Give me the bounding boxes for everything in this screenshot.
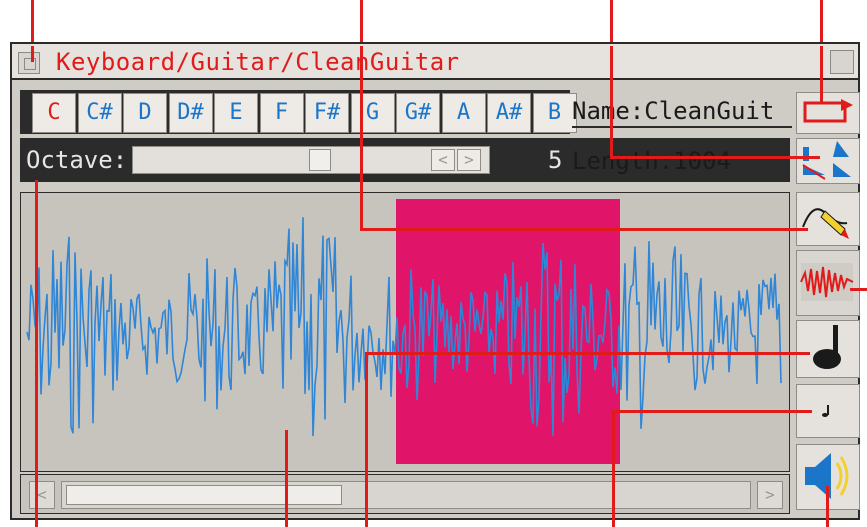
- quarter-note-icon: [813, 325, 841, 369]
- octave-value: 5: [548, 146, 563, 174]
- close-window-icon[interactable]: [18, 52, 40, 74]
- note-button-d-sharp[interactable]: D#: [168, 93, 213, 133]
- note-button-e[interactable]: E: [214, 93, 258, 133]
- loop-arrow-icon: [803, 99, 853, 123]
- callout-line-3h: [610, 156, 820, 159]
- note-button-g[interactable]: G: [350, 93, 395, 133]
- callout-line-1-top: [31, 0, 34, 48]
- toggle-size-icon[interactable]: [830, 50, 854, 74]
- callout-line-3: [610, 46, 613, 158]
- callout-line-7: [365, 352, 368, 520]
- note-selector: C C# D D# E F F# G G# A A# B: [20, 90, 577, 134]
- scroll-left-button[interactable]: <: [29, 481, 55, 509]
- callout-line-1: [31, 46, 34, 62]
- callout-line-8: [612, 410, 615, 520]
- octave-slider[interactable]: < >: [132, 146, 490, 174]
- callout-line-9-bottom: [826, 520, 829, 527]
- scroll-right-button[interactable]: >: [757, 481, 783, 509]
- note-button-g-sharp[interactable]: G#: [396, 93, 440, 133]
- callout-line-4: [820, 46, 823, 104]
- scroll-thumb[interactable]: [66, 485, 342, 505]
- scroll-track[interactable]: [61, 481, 751, 509]
- note-button-d[interactable]: D: [123, 93, 167, 133]
- waveform-view-button[interactable]: [796, 250, 860, 316]
- pencil-draw-icon: [802, 208, 849, 239]
- sample-editor-window: Keyboard/Guitar/CleanGuitar C C# D D# E F F# G G…: [10, 42, 860, 520]
- small-note-icon: [822, 405, 829, 417]
- callout-line-2h: [360, 228, 808, 231]
- note-button-a-sharp[interactable]: A#: [487, 93, 531, 133]
- callout-line-6: [285, 430, 288, 520]
- octave-slider-thumb[interactable]: [309, 149, 331, 171]
- octave-row: Octave: < > 5: [20, 138, 790, 182]
- title-bar[interactable]: Keyboard/Guitar/CleanGuitar: [12, 44, 858, 80]
- draw-tool-button[interactable]: [796, 192, 860, 246]
- callout-line-6-bottom: [285, 520, 288, 527]
- length-field[interactable]: Length:1004: [572, 147, 731, 175]
- note-button-c-sharp[interactable]: C#: [77, 93, 122, 133]
- horizontal-scrollbar[interactable]: < >: [20, 474, 790, 514]
- note-button-c[interactable]: C: [32, 93, 76, 133]
- callout-line-8h: [612, 410, 812, 413]
- callout-line-2-top: [360, 0, 363, 48]
- callout-line-10h: [850, 288, 867, 291]
- octave-label: Octave:: [26, 146, 128, 174]
- callout-line-7h: [365, 352, 810, 355]
- waveform-trace: [26, 217, 782, 437]
- callout-line-3-top: [610, 0, 613, 48]
- waveform-display[interactable]: [20, 192, 790, 472]
- waveform-icon: [800, 263, 854, 301]
- callout-line-7-bottom: [365, 520, 368, 527]
- note-button-f[interactable]: F: [259, 93, 304, 133]
- callout-line-5-bottom: [35, 520, 38, 527]
- note-button-f-sharp[interactable]: F#: [305, 93, 349, 133]
- envelope-shapes-icon: [802, 141, 851, 180]
- window-title: Keyboard/Guitar/CleanGuitar: [56, 48, 460, 76]
- callout-line-2: [360, 46, 363, 230]
- callout-line-4-top: [820, 0, 823, 48]
- note-large-button[interactable]: [796, 320, 860, 378]
- loop-tool-button[interactable]: [796, 92, 860, 134]
- octave-decrease-button[interactable]: <: [431, 149, 455, 171]
- callout-line-9: [826, 486, 829, 520]
- callout-line-5: [35, 180, 38, 520]
- note-button-a[interactable]: A: [441, 93, 486, 133]
- callout-line-8-bottom: [612, 520, 615, 527]
- name-field[interactable]: Name:CleanGuit: [572, 94, 792, 128]
- note-button-b[interactable]: B: [532, 93, 577, 133]
- envelope-tool-button[interactable]: [796, 138, 860, 184]
- octave-increase-button[interactable]: >: [457, 149, 481, 171]
